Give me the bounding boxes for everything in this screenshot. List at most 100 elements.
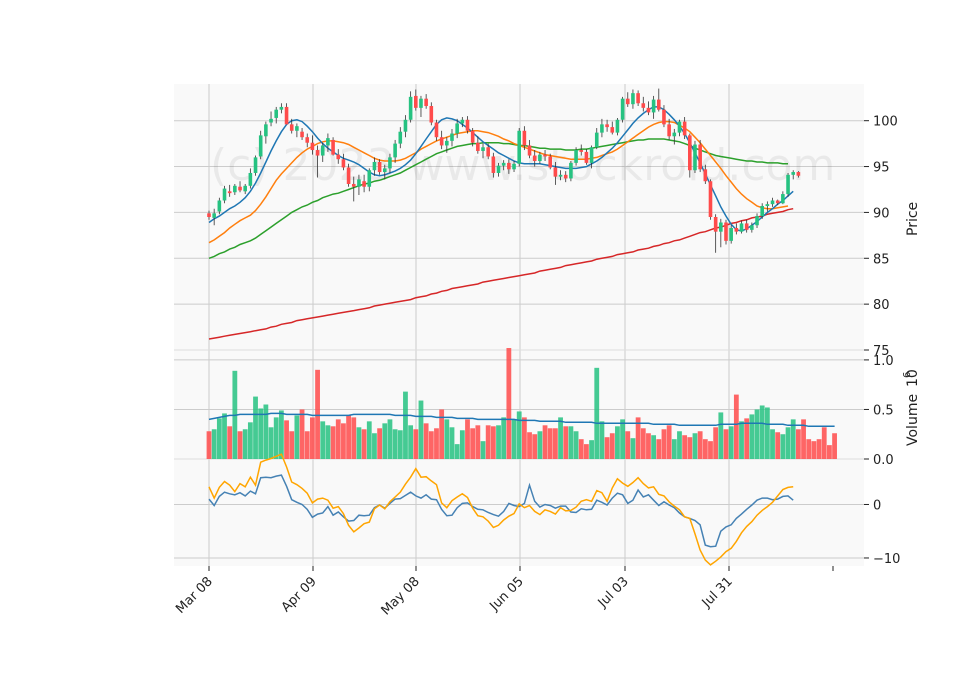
- candle-body: [341, 159, 346, 168]
- price-panel: [207, 88, 801, 340]
- candle-body: [445, 140, 449, 146]
- candle-body: [527, 145, 532, 156]
- candle-body: [553, 167, 558, 177]
- volume-bar: [320, 421, 326, 459]
- candle-body: [310, 142, 315, 151]
- volume-bar: [630, 438, 636, 459]
- candle-body: [770, 200, 775, 205]
- candle-body: [775, 200, 780, 204]
- volume-bar: [692, 433, 698, 459]
- volume-bar: [366, 421, 372, 459]
- volume-bar: [496, 425, 501, 459]
- volume-bar: [206, 431, 212, 459]
- candle-body: [217, 200, 222, 212]
- volume-bar: [578, 439, 584, 459]
- candle-body: [569, 162, 573, 179]
- watermark: (c) 2023 www.stockroid.com: [210, 140, 835, 191]
- volume-bar: [744, 418, 750, 459]
- candle-body: [750, 225, 754, 230]
- volume-bar: [615, 426, 620, 459]
- volume-bar: [253, 396, 258, 459]
- volume-bar: [273, 417, 279, 459]
- volume-bar: [661, 429, 667, 459]
- candle-body: [651, 99, 656, 113]
- volume-bar: [521, 417, 527, 459]
- volume-bar: [335, 419, 341, 459]
- volume-bar: [444, 419, 450, 459]
- y-tick-label: 0.0: [873, 453, 894, 468]
- volume-bar: [646, 433, 651, 459]
- candle-body: [522, 130, 527, 146]
- volume-bar: [573, 431, 579, 459]
- candle-body: [403, 119, 408, 132]
- price-axis-label: Price: [905, 202, 921, 236]
- candle-body: [574, 150, 578, 163]
- candle-body: [305, 137, 310, 143]
- candle-body: [781, 194, 785, 204]
- volume-bar: [392, 429, 398, 459]
- volume-bar: [377, 428, 383, 459]
- volume-bar: [677, 431, 682, 459]
- candle-body: [279, 106, 284, 110]
- volume-bar: [511, 419, 517, 459]
- candle-body: [636, 93, 640, 104]
- candle-body: [460, 119, 465, 124]
- volume-bar: [263, 404, 269, 459]
- volume-bar: [439, 409, 445, 459]
- volume-axis-multiplier: 10: [905, 369, 921, 387]
- volume-bar: [754, 409, 760, 459]
- volume-bar: [552, 428, 558, 459]
- candle-body: [233, 185, 237, 193]
- candle-body: [289, 124, 294, 131]
- volume-bar: [408, 425, 414, 459]
- volume-bar: [759, 405, 765, 459]
- volume-bar: [584, 444, 589, 459]
- candle-body: [755, 216, 759, 226]
- moving-average-line: [208, 207, 794, 340]
- volume-bar: [356, 427, 362, 459]
- candle-body: [615, 119, 620, 133]
- volume-bar: [625, 431, 631, 459]
- candle-body: [765, 204, 770, 206]
- volume-bar: [806, 439, 812, 459]
- candle-body: [362, 181, 366, 187]
- candle-body: [486, 147, 490, 157]
- volume-bar: [222, 413, 227, 459]
- candle-body: [465, 119, 470, 131]
- volume-bar: [739, 421, 744, 459]
- volume-bar: [790, 419, 796, 459]
- candle-body: [320, 145, 325, 156]
- y-tick-label: 0.5: [873, 403, 894, 418]
- volume-bar: [299, 409, 305, 459]
- candle-body: [455, 123, 459, 134]
- volume-bar: [351, 417, 357, 459]
- volume-bar: [330, 426, 336, 459]
- volume-bar: [289, 431, 295, 459]
- y-tick-label: 1.0: [873, 354, 894, 369]
- volume-bar: [532, 434, 538, 459]
- candle-body: [729, 228, 733, 241]
- volume-bar: [832, 433, 837, 459]
- candle-body: [625, 98, 630, 105]
- candle-body: [563, 174, 568, 179]
- candle-body: [212, 213, 216, 218]
- volume-bar: [811, 441, 817, 459]
- candle-body: [357, 179, 361, 187]
- volume-bar: [785, 427, 791, 459]
- volume-bar: [315, 369, 320, 459]
- volume-bar: [361, 429, 367, 459]
- volume-bar: [490, 426, 496, 459]
- candle-body: [579, 150, 584, 152]
- volume-bar: [770, 429, 775, 459]
- volume-bar: [687, 437, 693, 459]
- candle-body: [543, 154, 547, 157]
- candle-body: [408, 96, 413, 120]
- y-tick-label: 90: [873, 206, 890, 221]
- volume-bar: [325, 425, 331, 459]
- candle-body: [682, 121, 687, 136]
- x-tick-label: Mar 08: [173, 574, 216, 617]
- x-tick-label: Jul 03: [595, 574, 632, 611]
- candle-body: [708, 181, 713, 217]
- volume-bar: [413, 429, 419, 459]
- volume-bar: [795, 429, 801, 459]
